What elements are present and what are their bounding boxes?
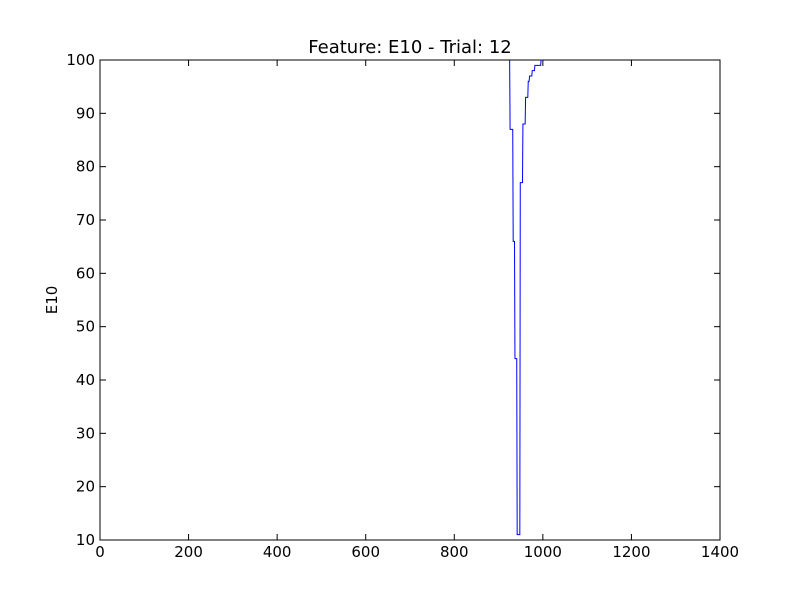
plot-area — [99, 59, 721, 541]
chart-title: Feature: E10 - Trial: 12 — [308, 37, 512, 58]
x-tick-label: 0 — [95, 543, 105, 561]
y-tick-label: 10 — [76, 531, 95, 549]
x-tick-label: 1400 — [701, 543, 739, 561]
x-tick-label: 1000 — [524, 543, 562, 561]
y-tick-label: 80 — [76, 158, 95, 176]
y-tick-label: 70 — [76, 211, 95, 229]
y-tick-label: 60 — [76, 264, 95, 282]
x-tick-label: 400 — [263, 543, 292, 561]
x-tick-label: 1200 — [612, 543, 650, 561]
x-tick-label: 800 — [440, 543, 469, 561]
y-tick-label: 40 — [76, 371, 95, 389]
y-axis-title: E10 — [43, 286, 61, 315]
y-tick-label: 100 — [66, 51, 95, 69]
y-tick-label: 50 — [76, 318, 95, 336]
x-tick-label: 200 — [174, 543, 203, 561]
y-tick-label: 20 — [76, 478, 95, 496]
y-tick-label: 90 — [76, 104, 95, 122]
x-tick-label: 600 — [351, 543, 380, 561]
y-tick-label: 30 — [76, 424, 95, 442]
series-line — [509, 59, 543, 536]
